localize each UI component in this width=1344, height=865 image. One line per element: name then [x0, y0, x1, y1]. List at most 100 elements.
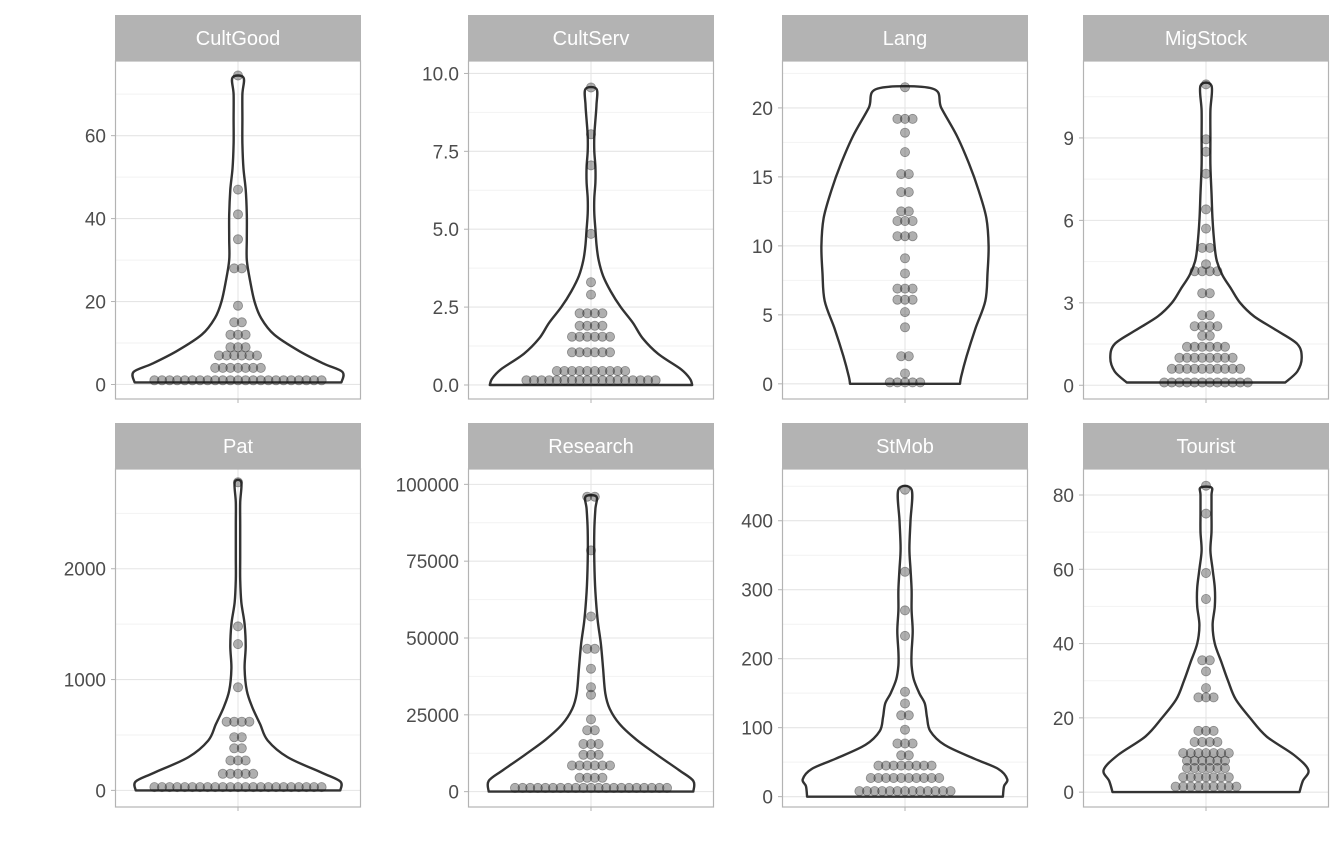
data-point: [597, 308, 608, 319]
data-point: [229, 732, 240, 743]
data-point: [229, 716, 240, 727]
data-point: [589, 725, 600, 736]
data-point: [900, 724, 911, 735]
data-point: [1204, 266, 1215, 277]
data-point: [1189, 266, 1200, 277]
data-point: [236, 716, 247, 727]
data-point: [900, 307, 911, 318]
data-point: [1242, 377, 1253, 388]
data-point: [900, 484, 911, 495]
violin-outline: [133, 478, 343, 792]
data-point: [1235, 363, 1246, 374]
data-point: [903, 710, 914, 721]
data-point: [1197, 655, 1208, 666]
data-point: [521, 375, 532, 386]
data-point: [582, 331, 593, 342]
data-point: [293, 375, 304, 386]
data-point: [1208, 781, 1219, 792]
data-point: [263, 375, 274, 386]
data-point: [1204, 242, 1215, 253]
facet-strip: [115, 15, 361, 61]
violin-outline: [488, 85, 694, 387]
y-tick-label: 300: [741, 581, 773, 602]
data-point: [919, 760, 930, 771]
data-point: [1193, 748, 1204, 759]
data-point: [1231, 781, 1242, 792]
data-point: [597, 365, 608, 376]
data-point: [149, 375, 160, 386]
data-point: [1166, 377, 1177, 388]
data-point: [900, 377, 911, 388]
data-point: [1197, 737, 1208, 748]
data-point: [650, 375, 661, 386]
data-point: [225, 342, 236, 353]
data-point: [551, 375, 562, 386]
data-point: [903, 773, 914, 784]
y-tick-label: 0: [762, 788, 773, 809]
data-point: [567, 365, 578, 376]
data-point: [202, 375, 213, 386]
data-point: [896, 760, 907, 771]
data-point: [1201, 168, 1212, 179]
data-point: [1223, 748, 1234, 759]
data-point: [1204, 763, 1215, 774]
data-point: [900, 283, 911, 294]
data-point: [1204, 321, 1215, 332]
data-point: [1182, 755, 1193, 766]
facet-strip: [782, 15, 1028, 61]
y-tick-label: 0: [95, 781, 106, 802]
data-point: [1166, 363, 1177, 374]
data-point: [903, 351, 914, 362]
data-point: [1216, 772, 1227, 783]
data-point: [156, 375, 167, 386]
facet-panel-lang: 0 5 10 15 20 Lang: [752, 15, 1029, 403]
data-point: [1201, 568, 1212, 579]
data-point: [570, 782, 581, 793]
data-point: [232, 768, 243, 779]
data-point: [1212, 737, 1223, 748]
data-point: [1189, 737, 1200, 748]
data-point: [589, 643, 600, 654]
data-point: [244, 350, 255, 361]
data-point: [911, 773, 922, 784]
data-point: [586, 682, 597, 693]
data-point: [316, 782, 327, 793]
data-point: [865, 773, 876, 784]
data-point: [1223, 772, 1234, 783]
data-point: [620, 375, 631, 386]
facet-strip-label: CultServ: [553, 28, 630, 50]
data-point: [1204, 363, 1215, 374]
y-tick-label: 2.5: [433, 298, 459, 319]
data-point: [586, 289, 597, 300]
facet-panel-stmob: 0 100 200 300 400 StMob: [741, 423, 1029, 811]
data-point: [240, 782, 251, 793]
data-point: [548, 782, 559, 793]
data-point: [1204, 755, 1215, 766]
data-point: [270, 375, 281, 386]
data-point: [1204, 341, 1215, 352]
data-point: [900, 368, 911, 379]
data-point: [240, 329, 251, 340]
data-point: [586, 739, 597, 750]
y-tick-label: 7.5: [433, 142, 459, 163]
data-point: [179, 782, 190, 793]
data-point: [605, 760, 616, 771]
data-point: [270, 782, 281, 793]
data-point: [1189, 321, 1200, 332]
y-tick-label: 9: [1063, 129, 1074, 150]
data-point: [574, 331, 585, 342]
data-point: [896, 187, 907, 198]
data-point: [873, 760, 884, 771]
facet-strip: [1083, 15, 1329, 61]
data-point: [896, 710, 907, 721]
y-tick-label: 10.0: [422, 64, 459, 85]
data-point: [544, 375, 555, 386]
data-point: [892, 377, 903, 388]
data-point: [892, 231, 903, 242]
data-point: [1212, 363, 1223, 374]
data-point: [582, 643, 593, 654]
data-point: [869, 786, 880, 797]
data-point: [597, 772, 608, 783]
facet-strip-label: Research: [548, 436, 634, 458]
data-point: [597, 347, 608, 358]
